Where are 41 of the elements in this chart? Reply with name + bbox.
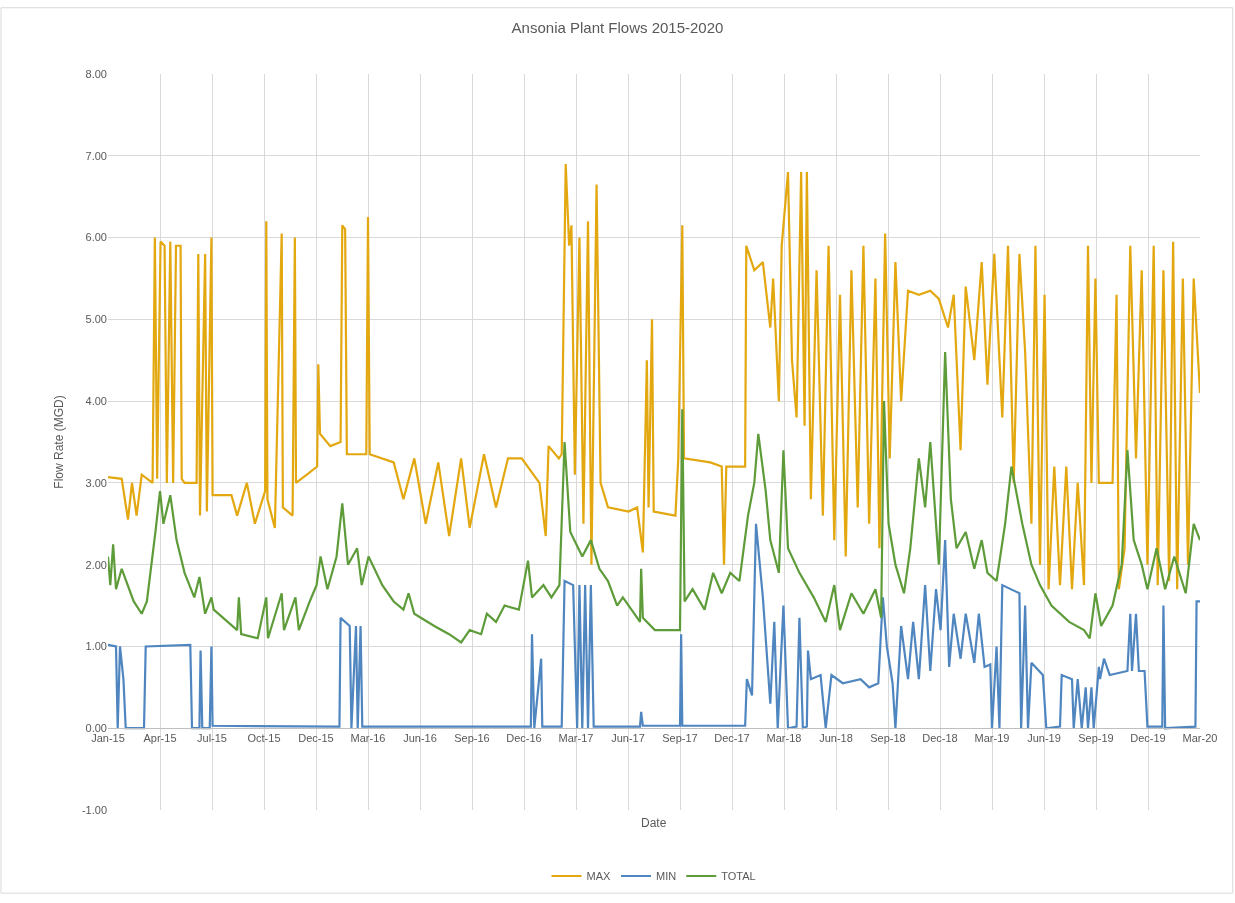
x-tick-label: Dec-17: [714, 732, 750, 745]
legend-label: MAX: [586, 870, 611, 883]
x-tick-label: Mar-19: [974, 732, 1010, 745]
x-tick-label: Jun-16: [403, 732, 437, 745]
x-tick-label: Jun-17: [611, 732, 645, 745]
legend-label: MIN: [656, 870, 677, 883]
x-tick-label: Mar-20: [1182, 732, 1218, 745]
x-tick-label: Jun-18: [819, 732, 853, 745]
y-tick-label: 6.00: [85, 231, 107, 244]
x-tick-label: Dec-19: [1130, 732, 1166, 745]
chart-title: Ansonia Plant Flows 2015-2020: [511, 19, 724, 37]
x-tick-label: Mar-16: [350, 732, 386, 745]
y-tick-label: 3.00: [85, 476, 107, 489]
line-series: [108, 350, 1200, 644]
x-tick-label: Dec-18: [922, 732, 958, 745]
y-tick-label: -1.00: [81, 803, 107, 816]
legend-label: TOTAL: [721, 870, 756, 883]
x-tick-label: Mar-17: [558, 732, 594, 745]
x-tick-label: Jun-19: [1027, 732, 1061, 745]
x-tick-label: Jul-15: [197, 732, 227, 745]
x-tick-label: Oct-15: [247, 732, 281, 745]
y-tick-label: 8.00: [85, 67, 107, 80]
x-tick-label: Jan-15: [91, 732, 125, 745]
y-tick-label: 2.00: [85, 558, 107, 571]
y-tick-label: 0.00: [85, 722, 107, 735]
line-series: [108, 162, 1200, 591]
y-axis-title: Flow Rate (MGD): [52, 395, 67, 489]
y-tick-label: 4.00: [85, 394, 107, 407]
line-series: [108, 522, 1200, 730]
x-tick-label: Sep-19: [1078, 732, 1114, 745]
y-tick-label: 7.00: [85, 149, 107, 162]
x-tick-label: Sep-17: [662, 732, 698, 745]
y-tick-label: 5.00: [85, 313, 107, 326]
x-tick-label: Sep-16: [454, 732, 490, 745]
y-tick-label: 1.00: [85, 640, 107, 653]
x-axis-title: Date: [641, 816, 667, 830]
x-tick-label: Sep-18: [870, 732, 906, 745]
x-tick-label: Mar-18: [766, 732, 802, 745]
x-tick-label: Apr-15: [143, 732, 177, 745]
x-tick-label: Dec-15: [298, 732, 334, 745]
x-tick-label: Dec-16: [506, 732, 542, 745]
